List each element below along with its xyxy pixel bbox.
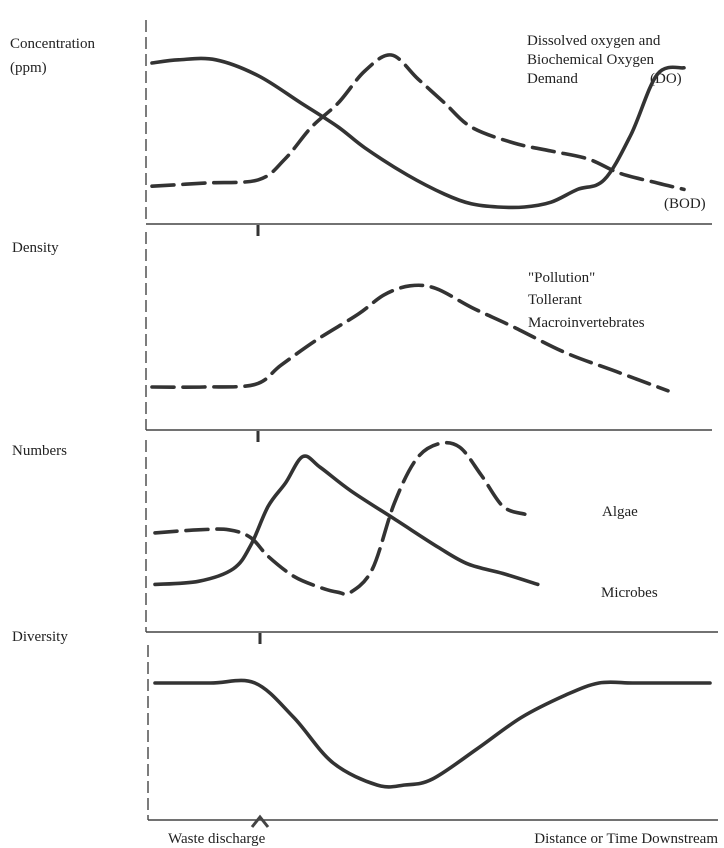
x-axis-label: Distance or Time Downstream bbox=[534, 831, 718, 847]
panel-diversity: Diversity Waste discharge Distance or Ti… bbox=[12, 629, 718, 847]
panel3-ylabel: Numbers bbox=[12, 443, 67, 459]
panel2-ylabel: Density bbox=[12, 240, 59, 256]
algae-label: Algae bbox=[602, 504, 638, 520]
panel-concentration: Concentration (ppm) Dissolved oxygen and… bbox=[10, 20, 712, 236]
panel1-ylabel-line2: (ppm) bbox=[10, 60, 47, 76]
waste-discharge-arrow-icon bbox=[250, 814, 270, 828]
macro-label-line3: Macroinvertebrates bbox=[528, 315, 645, 331]
do-line bbox=[150, 56, 686, 210]
microbes-label: Microbes bbox=[601, 585, 658, 601]
algae-line bbox=[153, 440, 527, 596]
panel-density: Density "Pollution" Tollerant Macroinver… bbox=[12, 232, 712, 442]
macroinvertebrates-line bbox=[150, 283, 670, 393]
waste-discharge-label: Waste discharge bbox=[168, 831, 266, 847]
macro-label-line1: "Pollution" bbox=[528, 270, 595, 286]
panel1-title-line3: Demand bbox=[527, 71, 578, 87]
macro-label-line2: Tollerant bbox=[528, 292, 583, 308]
panel-numbers: Numbers Algae Microbes bbox=[12, 440, 718, 644]
panel1-title-line2: Biochemical Oxygen bbox=[527, 52, 655, 68]
bod-series-tag: (BOD) bbox=[664, 196, 706, 212]
microbes-line bbox=[153, 454, 540, 587]
panel4-ylabel: Diversity bbox=[12, 629, 68, 645]
panel1-ylabel-line1: Concentration bbox=[10, 36, 95, 52]
panel1-title-line1: Dissolved oxygen and bbox=[527, 33, 661, 49]
diversity-line bbox=[153, 678, 712, 789]
bod-line bbox=[150, 53, 686, 192]
